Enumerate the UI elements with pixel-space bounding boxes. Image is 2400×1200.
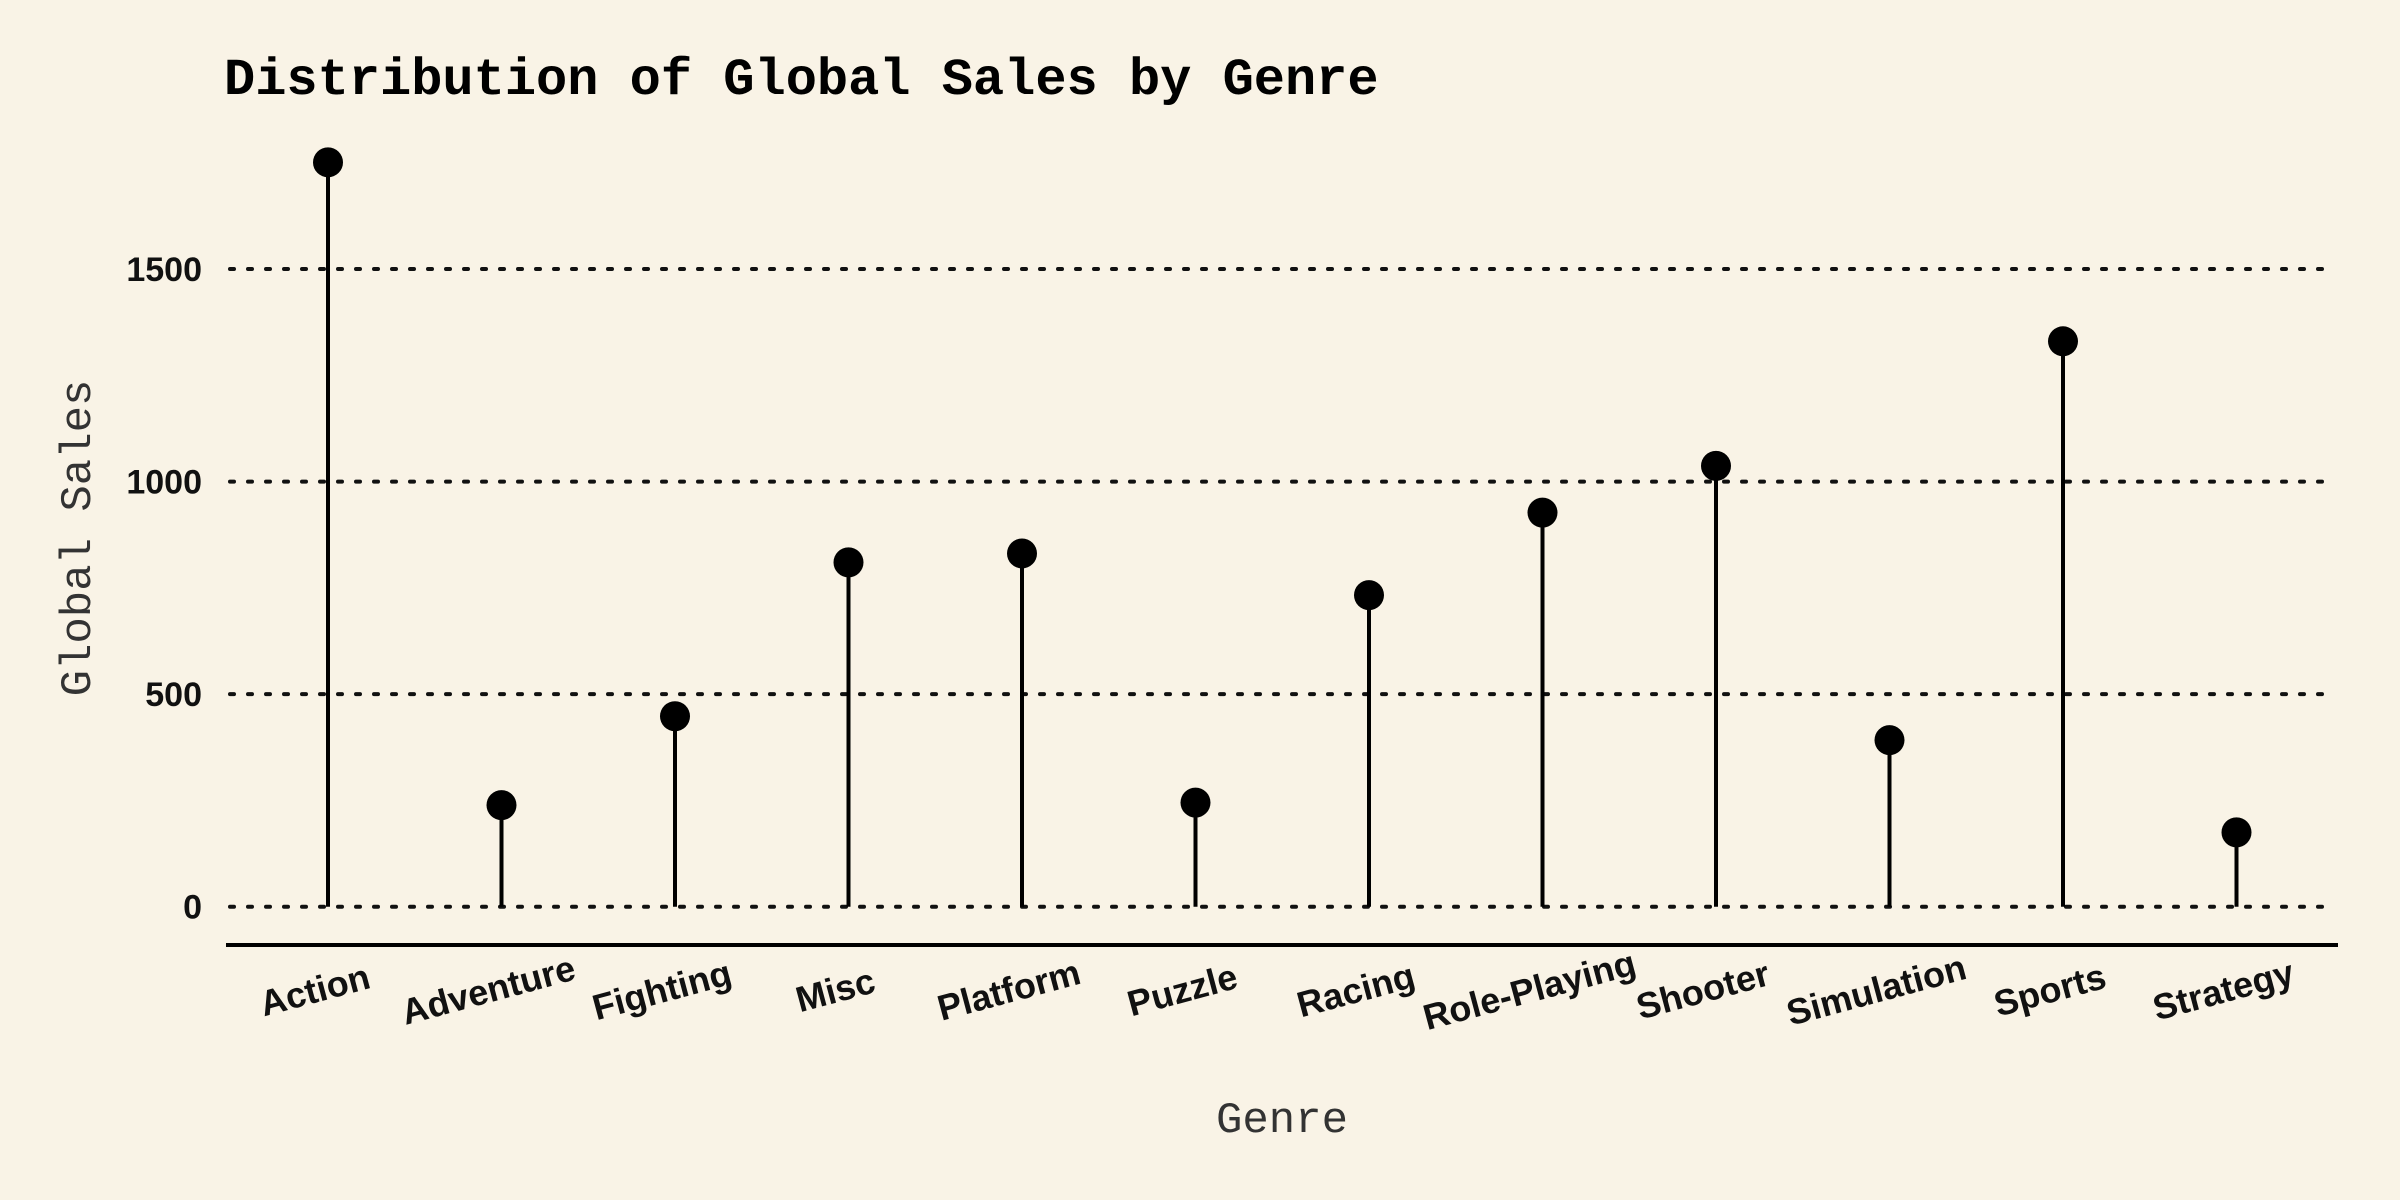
marker-adventure: [486, 790, 517, 821]
x-tick-label-puzzle: Puzzle: [1123, 956, 1242, 1025]
x-tick-label-role-playing: Role-Playing: [1419, 942, 1640, 1038]
marker-action: [313, 147, 343, 178]
x-tick-label-shooter: Shooter: [1632, 953, 1774, 1028]
x-tick-label-adventure: Adventure: [397, 947, 580, 1033]
x-tick-labels: Action Adventure Fighting Misc Platform Puzzl…: [255, 942, 2298, 1038]
marker-role-playing: [1527, 497, 1558, 528]
marker-racing: [1354, 580, 1384, 611]
y-axis-title: Global Sales: [54, 380, 104, 697]
marker-puzzle: [1180, 787, 1211, 818]
marker-fighting: [660, 701, 690, 732]
x-tick-label-action: Action: [255, 956, 374, 1025]
x-tick-label-misc: Misc: [791, 960, 879, 1020]
markers: [313, 147, 2252, 848]
chart-title: Distribution of Global Sales by Genre: [224, 51, 1379, 110]
x-tick-label-racing: Racing: [1292, 955, 1419, 1026]
x-tick-label-simulation: Simulation: [1782, 946, 1970, 1033]
marker-sports: [2048, 326, 2078, 357]
x-tick-label-sports: Sports: [1989, 955, 2110, 1024]
marker-simulation: [1874, 725, 1905, 756]
marker-shooter: [1701, 450, 1731, 481]
marker-misc: [833, 547, 864, 578]
marker-platform: [1007, 538, 1037, 569]
y-tick-label: 1500: [126, 251, 202, 289]
x-tick-label-platform: Platform: [933, 951, 1085, 1028]
marker-strategy: [2221, 817, 2252, 848]
x-axis-title: Genre: [1216, 1096, 1348, 1146]
stems: [326, 162, 2239, 907]
x-tick-label-fighting: Fighting: [588, 952, 736, 1028]
y-tick-label: 1000: [126, 464, 202, 502]
gridlines: [228, 267, 2332, 909]
x-tick-label-strategy: Strategy: [2148, 951, 2298, 1028]
y-tick-label: 500: [145, 676, 202, 714]
y-tick-label: 0: [183, 889, 202, 927]
y-tick-labels: 0 500 1000 1500: [126, 251, 202, 927]
